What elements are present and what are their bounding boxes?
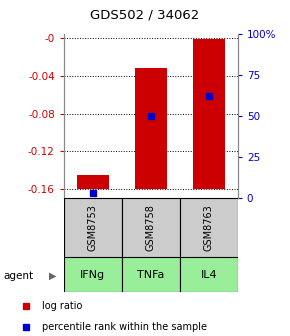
Text: TNFa: TNFa (137, 270, 164, 280)
Bar (64, 198, 122, 257)
Bar (122, 198, 180, 257)
Bar (193, 39, 225, 189)
Bar (77, 175, 109, 189)
Text: GSM8753: GSM8753 (88, 204, 98, 251)
Bar (64, 257, 122, 292)
Text: ▶: ▶ (49, 271, 57, 281)
Bar (122, 257, 180, 292)
Text: IFNg: IFNg (80, 270, 105, 280)
Text: GDS502 / 34062: GDS502 / 34062 (90, 9, 200, 22)
Bar (135, 69, 167, 189)
Text: GSM8758: GSM8758 (146, 204, 156, 251)
Text: percentile rank within the sample: percentile rank within the sample (42, 322, 207, 332)
Text: IL4: IL4 (200, 270, 217, 280)
Bar (180, 198, 238, 257)
Text: log ratio: log ratio (42, 301, 82, 311)
Text: GSM8763: GSM8763 (204, 204, 214, 251)
Bar (180, 257, 238, 292)
Text: agent: agent (3, 271, 33, 281)
